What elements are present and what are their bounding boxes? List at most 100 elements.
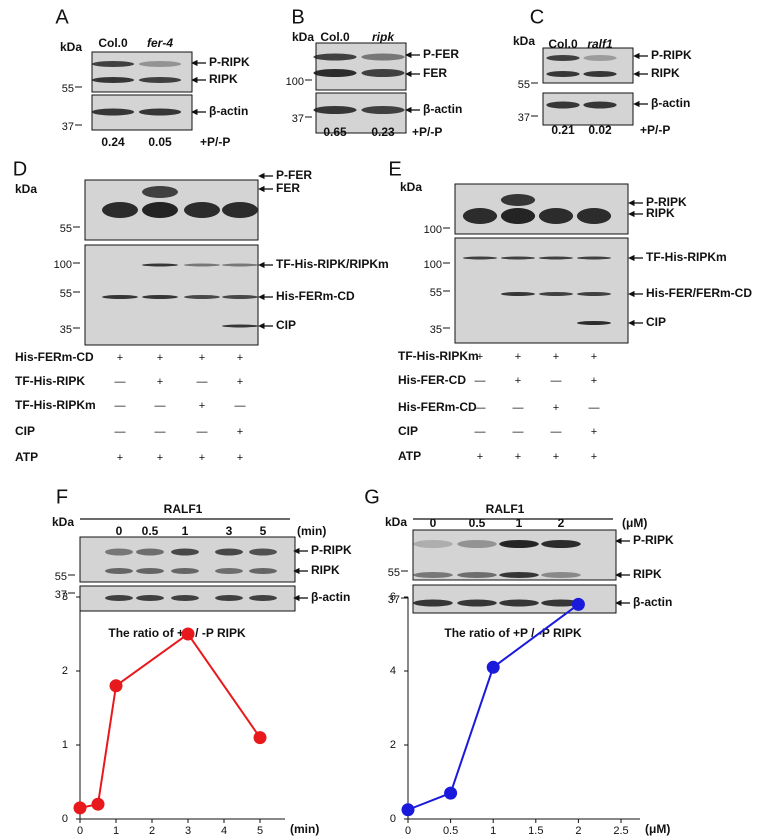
panel-letter: G — [364, 486, 380, 508]
data-point — [444, 786, 458, 800]
band — [102, 202, 138, 218]
panel-letter: D — [13, 158, 27, 180]
band — [413, 572, 453, 578]
band — [105, 548, 133, 556]
y-tick-label: 0 — [62, 813, 68, 825]
treatment-label: RALF1 — [486, 502, 525, 516]
condition-sign: + — [591, 426, 597, 438]
band-label: P-RIPK — [633, 533, 674, 547]
x-tick-label: 0.5 — [443, 825, 458, 836]
band — [136, 568, 164, 574]
mw-marker: 37 — [62, 121, 74, 133]
band — [184, 295, 220, 299]
condition-sign: + — [237, 426, 243, 438]
band — [184, 202, 220, 218]
chart-title: The ratio of +P / -P RIPK — [444, 626, 582, 640]
blot — [542, 47, 634, 84]
band — [91, 61, 135, 67]
y-tick-label: 0 — [390, 813, 396, 825]
band — [171, 595, 199, 601]
condition-sign: — — [475, 402, 486, 414]
condition-label: His-FER-CD — [398, 373, 466, 387]
band — [184, 263, 220, 267]
band-label: RIPK — [209, 72, 238, 86]
x-tick-label: 1.5 — [528, 825, 543, 836]
kda-label: kDa — [52, 515, 74, 529]
condition-label: ATP — [15, 450, 38, 464]
condition-sign: + — [157, 452, 163, 464]
mw-marker: 35 — [430, 324, 442, 336]
x-tick-label: 5 — [257, 825, 263, 836]
band-label: P-RIPK — [651, 48, 692, 62]
condition-label: His-FERm-CD — [398, 400, 477, 414]
band — [313, 69, 357, 77]
data-point — [571, 597, 585, 611]
data-point — [401, 803, 415, 817]
ratio-value: 0.23 — [371, 125, 395, 139]
band-label: P-FER — [276, 168, 312, 182]
band — [361, 53, 405, 61]
lane-label: 0 — [116, 524, 123, 538]
condition-sign: + — [553, 451, 559, 463]
band — [249, 548, 277, 556]
band — [499, 540, 539, 548]
condition-sign: + — [237, 352, 243, 364]
band — [222, 324, 258, 328]
band-label: RIPK — [311, 563, 340, 577]
condition-sign: — — [551, 426, 562, 438]
kda-label: kDa — [60, 40, 82, 54]
band — [500, 194, 536, 206]
y-tick-label: 6 — [390, 591, 396, 603]
band — [215, 548, 243, 556]
x-tick-label: 3 — [185, 825, 191, 836]
condition-sign: — — [475, 375, 486, 387]
lane-label: fer-4 — [147, 36, 173, 50]
band — [361, 69, 405, 77]
mw-marker: 100 — [424, 259, 442, 271]
band — [576, 256, 612, 260]
condition-sign: + — [199, 352, 205, 364]
condition-sign: + — [117, 452, 123, 464]
mw-marker: 100 — [54, 259, 72, 271]
band — [457, 540, 497, 548]
band — [583, 101, 617, 109]
condition-sign: + — [199, 400, 205, 412]
condition-sign: + — [477, 351, 483, 363]
mw-marker: 37 — [292, 113, 304, 125]
x-tick-label: 2 — [575, 825, 581, 836]
band — [171, 548, 199, 556]
x-tick-label: 0 — [405, 825, 411, 836]
lane-label: Col.0 — [320, 30, 350, 44]
unit-label: (min) — [297, 524, 326, 538]
ratio-value: 0.21 — [551, 123, 575, 137]
condition-sign: — — [155, 426, 166, 438]
x-tick-label: 1 — [113, 825, 119, 836]
ratio-value: 0.65 — [323, 125, 347, 139]
ratio-value: 0.24 — [101, 135, 125, 149]
band-label: P-RIPK — [209, 55, 250, 69]
band — [313, 106, 357, 114]
lane-label: 3 — [226, 524, 233, 538]
condition-sign: + — [591, 451, 597, 463]
x-axis-label: (min) — [290, 822, 319, 836]
condition-sign: + — [553, 351, 559, 363]
condition-sign: + — [591, 375, 597, 387]
condition-sign: + — [591, 351, 597, 363]
y-tick-label: 2 — [62, 665, 68, 677]
blot — [412, 529, 617, 581]
band-label: His-FER/FERm-CD — [646, 286, 752, 300]
condition-sign: — — [551, 375, 562, 387]
mw-marker: 55 — [430, 287, 442, 299]
band-label: β-actin — [423, 102, 462, 116]
condition-label: CIP — [15, 424, 35, 438]
data-point — [181, 627, 195, 641]
band — [538, 256, 574, 260]
kda-label: kDa — [400, 180, 422, 194]
mw-marker: 100 — [286, 76, 304, 88]
x-tick-label: 0 — [77, 825, 83, 836]
condition-sign: — — [513, 402, 524, 414]
band — [313, 53, 357, 61]
condition-label: TF-His-RIPKm — [15, 398, 96, 412]
band — [462, 208, 498, 224]
band — [171, 568, 199, 574]
